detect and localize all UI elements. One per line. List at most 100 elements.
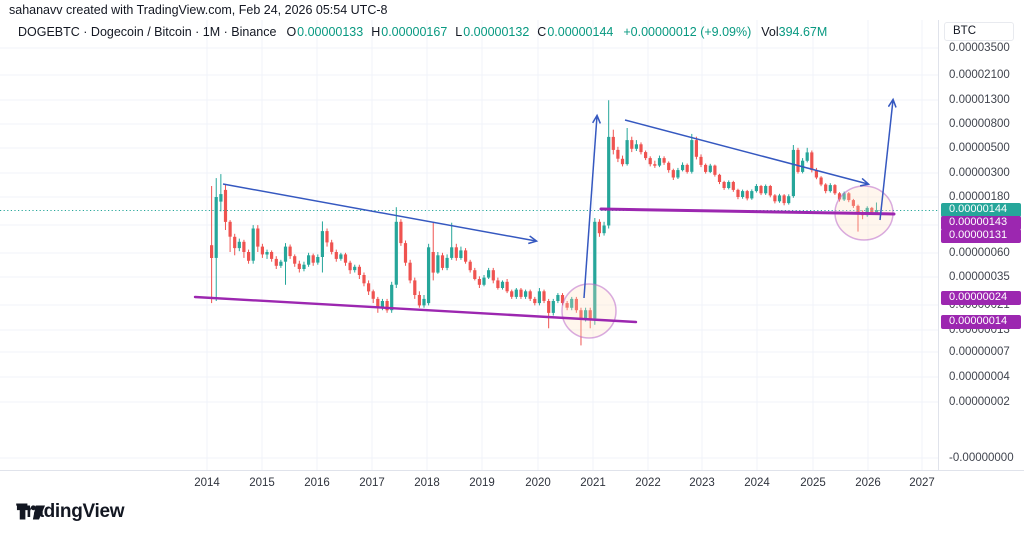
candle[interactable]: [828, 183, 832, 193]
candle[interactable]: [519, 288, 523, 299]
candle[interactable]: [764, 184, 768, 195]
candle[interactable]: [307, 252, 311, 267]
candle[interactable]: [362, 272, 366, 287]
candle[interactable]: [491, 267, 495, 284]
downtrend-line-2021-2026[interactable]: [624, 119, 868, 184]
downtrend-line-2014-2017[interactable]: [222, 183, 536, 241]
candle[interactable]: [325, 228, 329, 247]
candle[interactable]: [574, 296, 578, 313]
candle[interactable]: [228, 220, 232, 252]
candle[interactable]: [427, 243, 431, 306]
candle[interactable]: [551, 298, 555, 316]
candle[interactable]: [450, 222, 454, 260]
candle[interactable]: [528, 289, 532, 301]
candle[interactable]: [482, 275, 486, 287]
candle[interactable]: [690, 133, 694, 174]
candle[interactable]: [547, 298, 551, 329]
candle[interactable]: [657, 155, 662, 168]
candle[interactable]: [293, 254, 297, 267]
candle[interactable]: [791, 145, 795, 198]
candle[interactable]: [741, 189, 745, 199]
candle[interactable]: [274, 256, 278, 269]
candle[interactable]: [367, 280, 371, 295]
support-line-2014-2021[interactable]: [193, 295, 638, 324]
candle[interactable]: [385, 298, 389, 313]
time-axis[interactable]: 2014 2015 2016 2017 2018 2019 2020 2021 2022 2023…: [0, 470, 1024, 496]
candle[interactable]: [745, 189, 749, 201]
candle[interactable]: [459, 246, 463, 260]
candle[interactable]: [270, 250, 274, 262]
candle[interactable]: [625, 128, 629, 166]
candle[interactable]: [302, 261, 306, 272]
candle[interactable]: [288, 244, 292, 259]
candle[interactable]: [283, 243, 288, 285]
candle[interactable]: [837, 192, 842, 202]
candle[interactable]: [339, 252, 343, 261]
candle[interactable]: [865, 206, 869, 217]
candle[interactable]: [500, 280, 505, 290]
candle[interactable]: [399, 219, 403, 246]
candle[interactable]: [607, 100, 611, 229]
candle[interactable]: [510, 289, 514, 299]
candle[interactable]: [330, 239, 334, 255]
candle[interactable]: [454, 243, 458, 261]
candle[interactable]: [537, 288, 541, 306]
candle[interactable]: [847, 192, 851, 203]
candle[interactable]: [242, 239, 246, 258]
candle[interactable]: [353, 264, 357, 273]
candle[interactable]: [773, 194, 777, 204]
candle[interactable]: [417, 291, 421, 308]
candle[interactable]: [611, 129, 615, 155]
candle[interactable]: [768, 184, 772, 198]
candle[interactable]: [750, 189, 754, 200]
candle[interactable]: [570, 296, 574, 311]
price-axis[interactable]: BTC 0.00003500 0.00002100 0.00001300 0.0000…: [938, 20, 1024, 470]
candle[interactable]: [210, 186, 214, 304]
breakout-arrow-2026[interactable]: [879, 100, 893, 221]
candle[interactable]: [524, 289, 528, 299]
candle[interactable]: [533, 296, 537, 306]
candle[interactable]: [403, 240, 408, 266]
candle[interactable]: [496, 277, 500, 290]
candle[interactable]: [796, 147, 800, 174]
candle[interactable]: [597, 219, 601, 237]
candle[interactable]: [824, 183, 828, 194]
candle[interactable]: [851, 198, 855, 208]
candle[interactable]: [731, 180, 735, 192]
candle[interactable]: [565, 301, 569, 311]
candle[interactable]: [787, 194, 791, 205]
candle[interactable]: [856, 204, 860, 232]
candle[interactable]: [805, 147, 809, 163]
candle[interactable]: [542, 289, 546, 304]
candle[interactable]: [477, 276, 481, 288]
candle[interactable]: [371, 289, 375, 304]
candle[interactable]: [413, 277, 417, 299]
candle[interactable]: [376, 296, 380, 313]
candle[interactable]: [579, 307, 583, 346]
candle[interactable]: [704, 163, 708, 174]
candle[interactable]: [671, 168, 675, 180]
candle[interactable]: [717, 173, 722, 185]
candle[interactable]: [256, 225, 260, 252]
candle[interactable]: [630, 136, 634, 153]
candle[interactable]: [556, 293, 560, 304]
candle[interactable]: [616, 146, 620, 163]
candle[interactable]: [681, 162, 685, 172]
candle[interactable]: [722, 180, 726, 190]
candle[interactable]: [357, 264, 361, 279]
candle[interactable]: [320, 221, 324, 273]
candle[interactable]: [343, 252, 348, 266]
candle[interactable]: [653, 160, 657, 168]
candle[interactable]: [514, 288, 518, 299]
candle[interactable]: [634, 140, 638, 151]
candle[interactable]: [676, 167, 680, 179]
candle[interactable]: [685, 163, 689, 174]
candle[interactable]: [819, 176, 823, 187]
candle[interactable]: [214, 178, 218, 301]
candle[interactable]: [422, 295, 426, 308]
candle[interactable]: [759, 184, 763, 196]
candle[interactable]: [260, 243, 264, 258]
candle[interactable]: [279, 259, 283, 268]
